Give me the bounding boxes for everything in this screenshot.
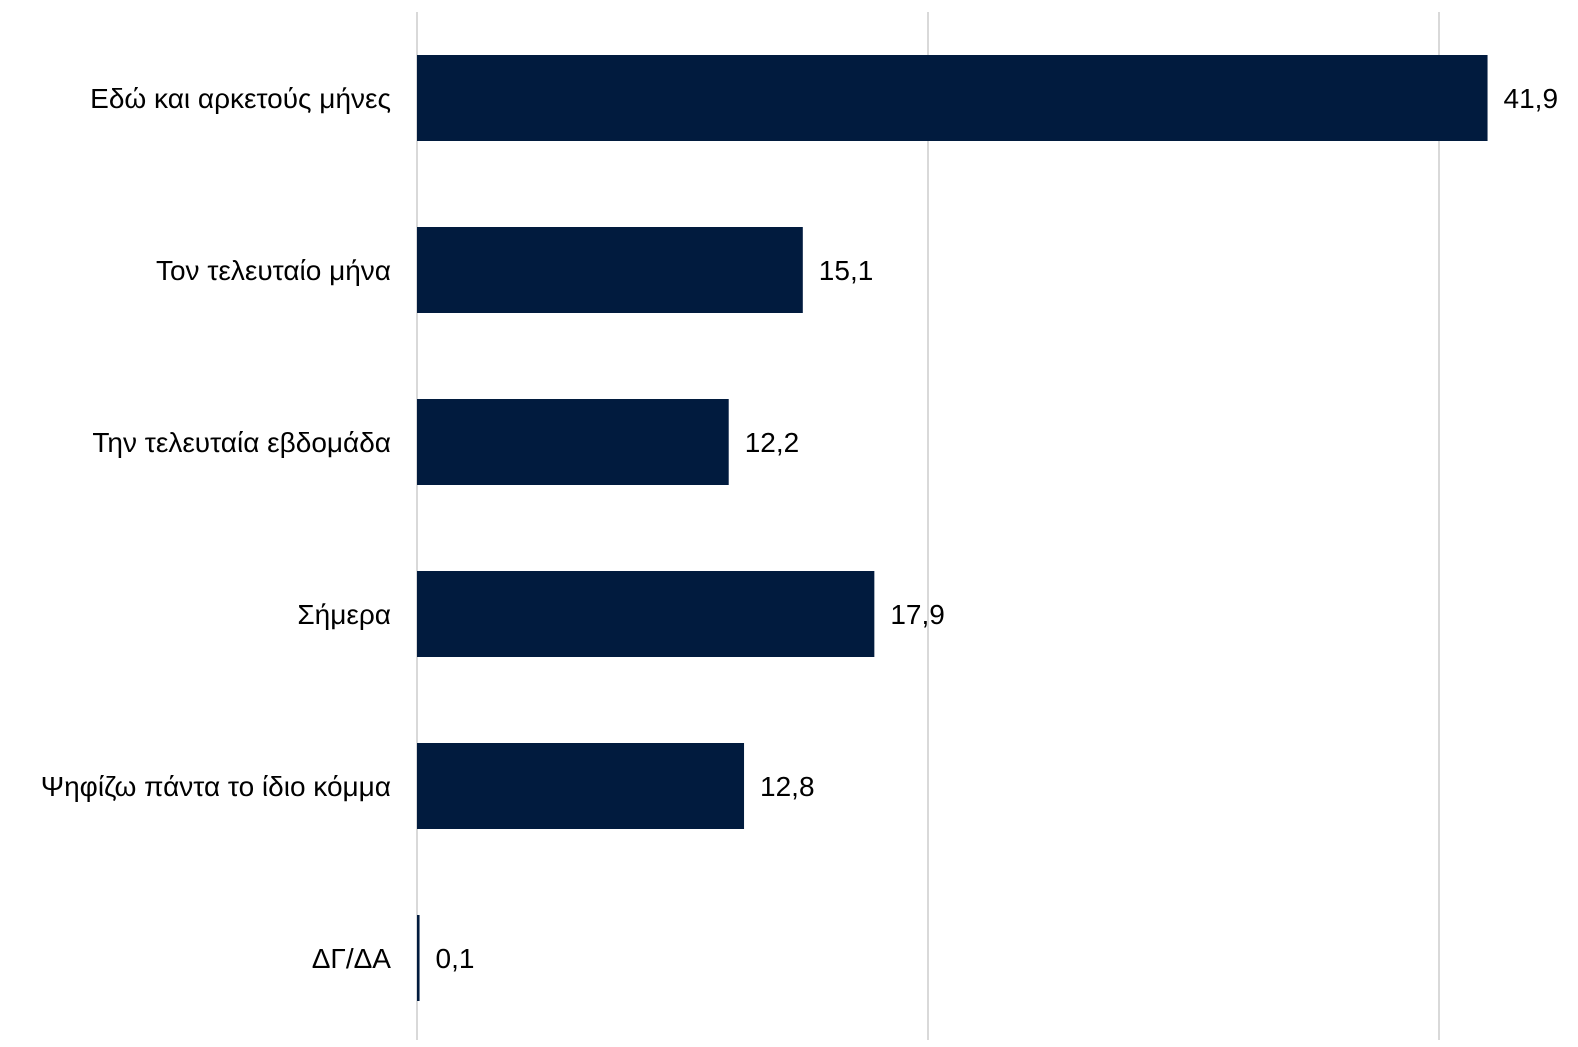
category-label-5: ΔΓ/ΔΑ [312,943,392,974]
labels: Εδώ και αρκετούς μήνες 41,9 Τον τελευταίο … [41,83,1558,974]
bar-2 [417,399,729,485]
bar-0 [417,55,1488,141]
category-label-4: Ψηφίζω πάντα το ίδιο κόμμα [41,771,391,802]
bar-4 [417,743,745,829]
bars [417,55,1488,1001]
category-label-2: Την τελευταία εβδομάδα [92,427,391,458]
category-label-1: Τον τελευταίο μήνα [156,255,391,286]
bar-3 [417,571,875,657]
value-label-2: 12,2 [745,427,800,458]
bar-5 [417,915,420,1001]
bar-1 [417,227,803,313]
gridlines [416,12,1440,1040]
value-label-0: 41,9 [1504,83,1559,114]
value-label-5: 0,1 [436,943,475,974]
value-label-4: 12,8 [760,771,815,802]
category-label-3: Σήμερα [297,599,391,630]
value-label-3: 17,9 [890,599,945,630]
value-label-1: 15,1 [819,255,874,286]
category-label-0: Εδώ και αρκετούς μήνες [90,83,391,114]
